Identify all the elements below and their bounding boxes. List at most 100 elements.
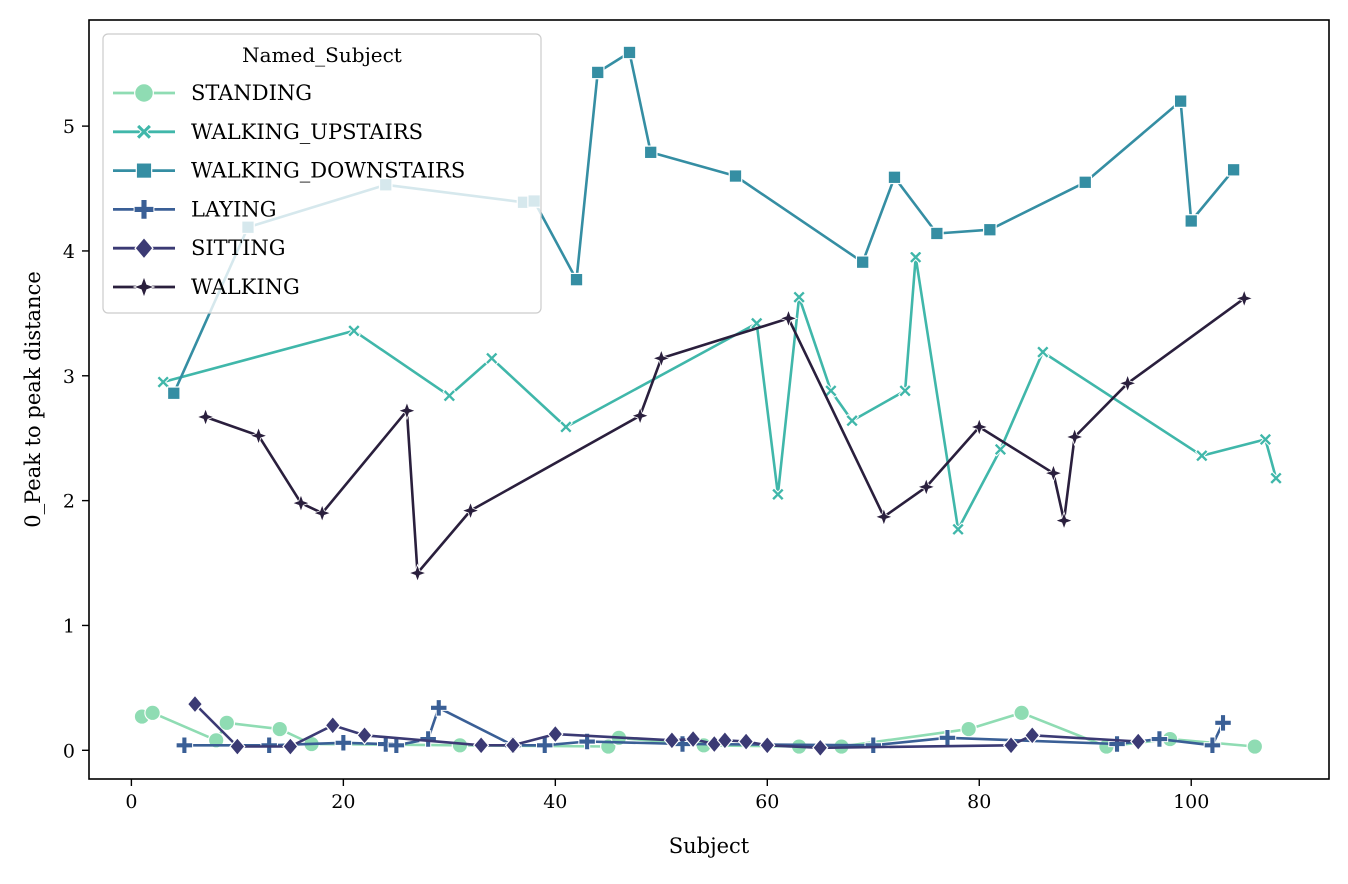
data-point-sitting [737, 731, 755, 752]
data-point-standing [451, 736, 469, 754]
data-point-walking [460, 501, 481, 521]
data-point-walking-upstairs [558, 419, 573, 434]
y-axis-label: 0_Peak to peak distance [21, 271, 45, 528]
data-point-walking-upstairs [993, 442, 1008, 457]
data-point-walking [312, 503, 332, 523]
legend-marker-laying [133, 199, 155, 220]
legend-entry-walking-downstairs: WALKING_DOWNSTAIRS [113, 159, 465, 183]
data-point-laying [1150, 730, 1169, 748]
data-point-laying [1203, 736, 1222, 755]
data-point-sitting [229, 736, 246, 757]
data-point-walking-upstairs [898, 383, 913, 398]
data-point-walking-downstairs [1226, 162, 1241, 177]
data-point-walking-downstairs [1184, 214, 1199, 228]
legend-title: Named_Subject [242, 43, 402, 67]
data-point-walking-upstairs [442, 388, 457, 403]
data-point-walking [874, 507, 894, 527]
ticks-layer: 0 20 40 60 80 100 0 1 2 3 4 5 [63, 116, 1209, 813]
legend-marker-walking-downstairs [135, 162, 153, 179]
legend-entry-walking-upstairs: WALKING_UPSTAIRS [113, 120, 423, 144]
data-point-walking-downstairs [930, 226, 944, 241]
y-tick-label: 3 [63, 366, 75, 388]
data-point-walking-upstairs [951, 522, 966, 537]
data-point-standing [144, 704, 161, 722]
legend-marker-standing [134, 83, 154, 103]
data-point-walking [651, 348, 671, 368]
data-point-walking [397, 401, 417, 421]
data-point-laying [429, 699, 448, 717]
data-point-standing [1246, 738, 1264, 755]
data-point-walking-upstairs [484, 351, 499, 366]
data-point-sitting [1130, 731, 1147, 752]
data-point-walking [249, 426, 269, 446]
data-point-sitting [716, 730, 734, 750]
legend-label-walking: WALKING [191, 275, 300, 299]
data-point-sitting [663, 730, 681, 750]
x-tick-label: 0 [125, 791, 137, 813]
data-point-walking-downstairs [622, 45, 637, 60]
data-point-walking [969, 417, 989, 437]
data-point-walking-upstairs [845, 413, 860, 428]
legend-entry-laying: LAYING [113, 197, 277, 221]
data-point-sitting [472, 735, 490, 755]
data-point-walking-downstairs [569, 272, 584, 287]
data-point-walking [916, 477, 936, 497]
data-point-walking-downstairs [1078, 175, 1093, 190]
data-point-standing [960, 720, 977, 738]
series-line-walking [205, 297, 1245, 575]
data-point-laying [535, 736, 554, 755]
data-point-walking [630, 406, 650, 426]
data-point-laying [1214, 714, 1232, 732]
data-point-walking-downstairs [166, 386, 181, 401]
data-point-walking-upstairs [156, 375, 171, 390]
data-point-walking-upstairs [1258, 432, 1273, 447]
x-axis-label: Subject [669, 834, 750, 858]
data-point-laying [864, 736, 883, 755]
data-point-walking [196, 407, 216, 427]
data-point-laying [387, 736, 406, 755]
legend: Named_Subject STANDING WALKING_UPSTAIRS WA… [102, 33, 542, 314]
legend-entry-walking: WALKING [113, 275, 300, 299]
data-point-sitting [186, 694, 204, 714]
series-walking-upstairs [156, 250, 1284, 537]
data-point-walking-downstairs [855, 255, 870, 270]
data-point-sitting [1024, 725, 1041, 745]
data-point-sitting [1002, 735, 1020, 755]
data-point-walking [778, 308, 799, 328]
data-point-walking-upstairs [1269, 471, 1284, 486]
series-layer [133, 45, 1284, 758]
data-point-walking [291, 493, 311, 513]
data-point-walking-downstairs [983, 222, 997, 237]
data-point-walking-downstairs [1173, 94, 1188, 108]
data-point-sitting [504, 735, 522, 755]
series-standing [133, 704, 1264, 755]
data-point-standing [218, 714, 236, 732]
y-tick-label: 0 [63, 740, 75, 762]
data-point-laying [334, 734, 353, 752]
data-point-laying [377, 735, 395, 753]
legend-marker-walking [132, 275, 156, 299]
y-tick-label: 2 [63, 491, 75, 513]
data-point-sitting [282, 736, 299, 757]
legend-label-sitting: SITTING [191, 236, 286, 260]
data-point-sitting [356, 725, 373, 745]
legend-entries: STANDING WALKING_UPSTAIRS WALKING_DOWNSTAI… [113, 81, 465, 299]
x-tick-label: 40 [543, 791, 567, 813]
x-tick-label: 60 [755, 791, 779, 813]
data-point-walking [1054, 511, 1074, 531]
data-point-walking-upstairs [770, 487, 785, 502]
data-point-sitting [324, 715, 341, 735]
legend-label-walking-upstairs: WALKING_UPSTAIRS [191, 120, 423, 144]
x-tick-label: 80 [967, 791, 991, 813]
plot-frame [88, 19, 1330, 780]
data-point-walking [1234, 288, 1254, 308]
legend-marker-walking-upstairs [135, 123, 153, 141]
data-point-walking [1118, 373, 1138, 393]
legend-entry-standing: STANDING [113, 81, 312, 105]
data-point-standing [1013, 704, 1030, 722]
legend-label-standing: STANDING [191, 81, 312, 105]
legend-entry-sitting: SITTING [113, 236, 286, 260]
series-walking [196, 288, 1254, 583]
